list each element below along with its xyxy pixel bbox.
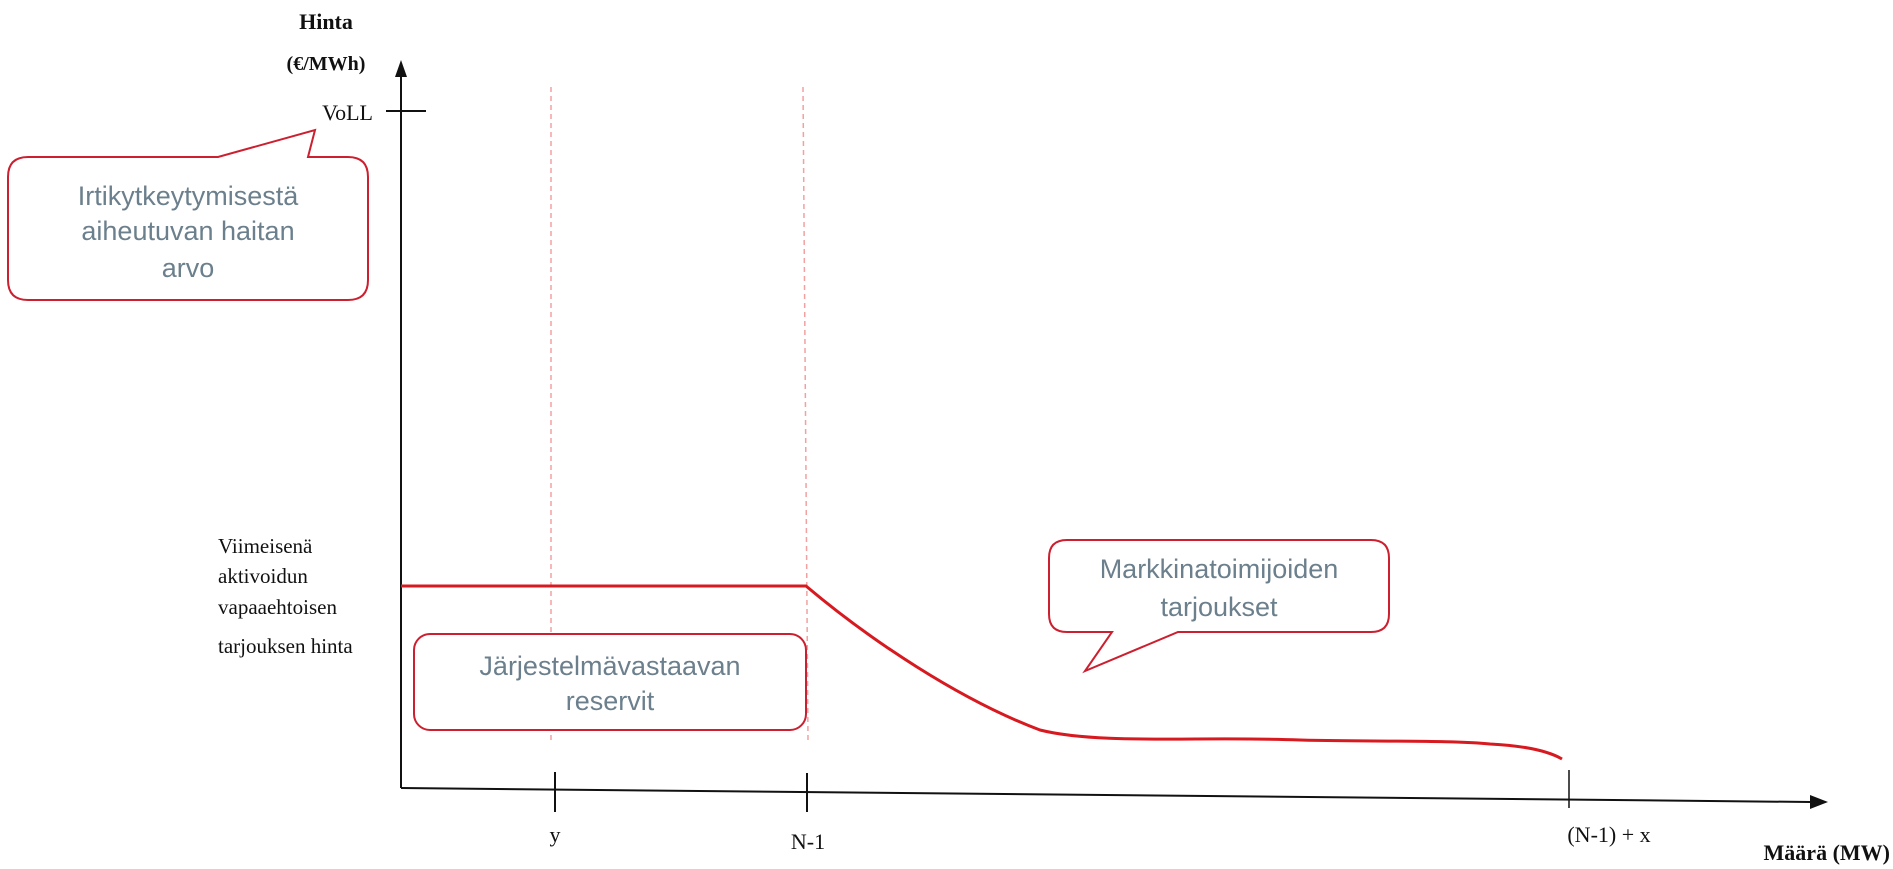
voll-callout-line: arvo (162, 253, 215, 283)
market-bids-callout-line: Markkinatoimijoiden (1100, 554, 1339, 584)
voll-callout: Irtikytkeytymisestä aiheutuvan haitan ar… (7, 128, 369, 301)
voll-callout-line: Irtikytkeytymisestä (78, 181, 300, 211)
x-tick-label-n1x: (N-1) + x (1567, 822, 1650, 847)
x-axis-line (400, 787, 1811, 803)
reserves-callout: Järjestelmävastaavan reservit (413, 633, 807, 731)
reserves-callout-line: reservit (566, 686, 655, 716)
voll-label: VoLL (322, 100, 373, 125)
x-axis-arrowhead (1810, 795, 1828, 809)
y-axis-label-line2: (€/MWh) (287, 53, 366, 75)
last-price-label: Viimeisenä aktivoidun vapaaehtoisen tarj… (218, 534, 353, 658)
x-tick-label-n1: N-1 (791, 829, 825, 854)
last-price-line: aktivoidun (218, 564, 308, 588)
n1-guide-line (802, 86, 809, 741)
x-axis-label: Määrä (MW) (1764, 840, 1890, 865)
last-price-line: tarjouksen hinta (218, 634, 353, 658)
market-bids-callout: Markkinatoimijoiden tarjoukset (1048, 539, 1390, 674)
y-axis-arrowhead (395, 60, 407, 77)
last-price-line: vapaaehtoisen (218, 595, 337, 619)
supply-curve (401, 584, 1563, 761)
voll-callout-line: aiheutuvan haitan (81, 216, 294, 246)
x-tick-label-y: y (550, 822, 561, 847)
last-price-line: Viimeisenä (218, 534, 313, 558)
voll-callout-box (7, 128, 369, 301)
market-bids-callout-box (1048, 539, 1390, 674)
reserves-callout-line: Järjestelmävastaavan (479, 651, 740, 681)
reserves-callout-box (413, 633, 807, 731)
y-axis-label-line1: Hinta (299, 9, 353, 34)
market-bids-callout-line: tarjoukset (1160, 592, 1278, 622)
